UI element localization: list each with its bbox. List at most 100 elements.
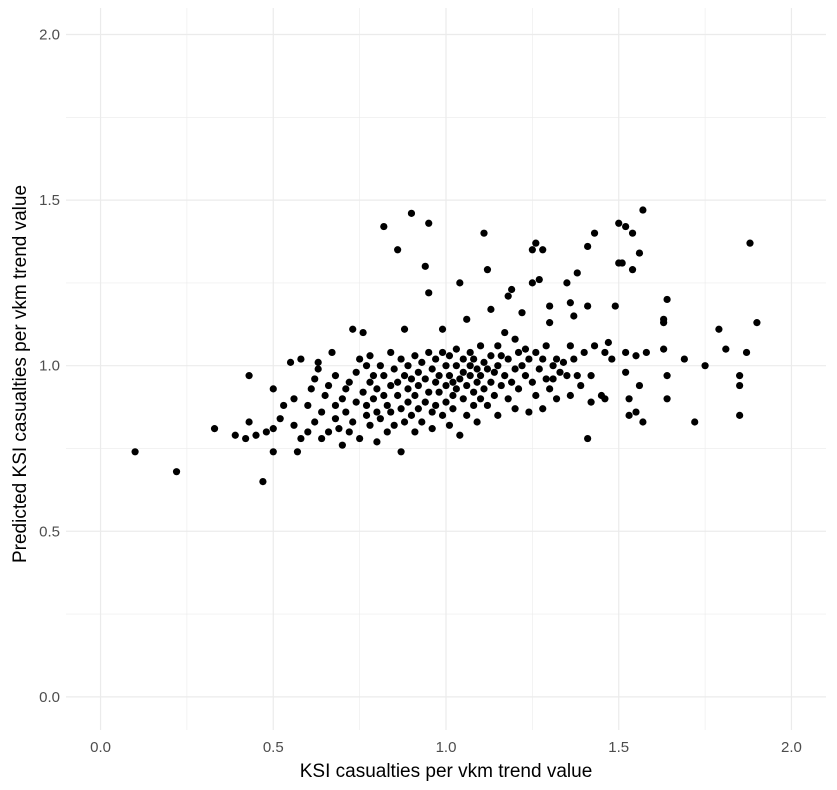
data-point [535, 275, 543, 284]
data-point [532, 391, 540, 400]
data-point [352, 368, 360, 376]
data-point [566, 391, 574, 400]
data-point [331, 415, 340, 423]
data-point [304, 401, 312, 410]
data-point [400, 372, 409, 380]
data-point [587, 398, 595, 406]
data-point [311, 418, 319, 426]
data-point [435, 372, 443, 380]
data-point [573, 269, 581, 277]
data-point [383, 428, 391, 436]
data-point [245, 372, 253, 380]
data-point [352, 398, 360, 406]
data-point [362, 401, 371, 410]
data-point [418, 358, 426, 366]
data-point [425, 219, 433, 227]
data-point [210, 425, 219, 433]
data-point [452, 345, 460, 353]
data-point [293, 448, 302, 456]
data-point [400, 418, 409, 426]
data-point [635, 381, 644, 390]
data-point [532, 348, 540, 357]
y-tick-label: 1.0 [39, 358, 60, 375]
data-point [369, 395, 378, 403]
data-point [286, 358, 295, 366]
data-point [473, 418, 481, 426]
data-point [521, 372, 530, 380]
data-point [438, 348, 447, 357]
data-point [307, 385, 315, 393]
data-point [400, 325, 409, 333]
data-point [625, 411, 633, 419]
data-point [604, 338, 612, 347]
data-point [539, 246, 547, 254]
data-point [514, 348, 523, 357]
data-point [622, 222, 630, 231]
data-point [635, 249, 644, 257]
data-point [473, 365, 481, 373]
data-point [521, 345, 530, 353]
data-point [432, 378, 440, 386]
data-point [563, 372, 571, 380]
data-point [376, 415, 384, 423]
data-point [349, 325, 357, 333]
data-point [542, 375, 550, 383]
data-point [466, 348, 474, 357]
data-point [601, 348, 609, 357]
data-point [480, 229, 488, 237]
data-point [742, 348, 751, 357]
data-point [497, 352, 505, 360]
data-point [407, 209, 416, 217]
data-point [318, 408, 326, 416]
y-tick-label: 1.5 [39, 192, 60, 209]
data-point [411, 428, 419, 436]
x-tick-label: 0.5 [263, 739, 284, 756]
data-point [642, 348, 650, 357]
data-point [680, 355, 688, 363]
data-point [421, 375, 429, 383]
data-point [580, 348, 588, 357]
data-point [584, 242, 592, 251]
data-point [245, 418, 253, 426]
data-point [331, 372, 340, 380]
data-point [525, 355, 533, 363]
data-point [428, 425, 436, 433]
data-point [297, 355, 305, 363]
data-point [397, 448, 405, 456]
data-point [438, 411, 447, 419]
data-point [490, 391, 498, 400]
data-point [311, 375, 319, 383]
data-point [324, 381, 333, 390]
data-point [528, 246, 536, 254]
data-point [432, 355, 440, 363]
data-point [573, 372, 581, 380]
data-point [660, 345, 668, 353]
data-point [563, 279, 571, 287]
data-point [504, 395, 512, 403]
data-point [632, 408, 640, 416]
data-point [445, 421, 454, 429]
data-point [380, 222, 388, 231]
data-point [276, 415, 284, 423]
data-point [470, 401, 478, 410]
data-point [660, 319, 668, 327]
data-point [608, 355, 616, 363]
data-point [639, 206, 647, 214]
data-point [587, 372, 595, 380]
data-point [508, 378, 516, 386]
data-point [172, 468, 181, 476]
data-point [456, 279, 464, 287]
data-point [290, 395, 298, 403]
data-point [539, 355, 547, 363]
data-point [342, 408, 350, 416]
data-point [470, 355, 478, 363]
data-point [611, 302, 619, 310]
data-point [442, 398, 450, 406]
data-point [546, 302, 554, 310]
data-point [622, 368, 630, 376]
data-point [314, 358, 322, 366]
data-point [407, 411, 416, 419]
data-point [566, 299, 574, 307]
data-point [321, 391, 329, 400]
y-tick-label: 0.0 [39, 689, 60, 706]
